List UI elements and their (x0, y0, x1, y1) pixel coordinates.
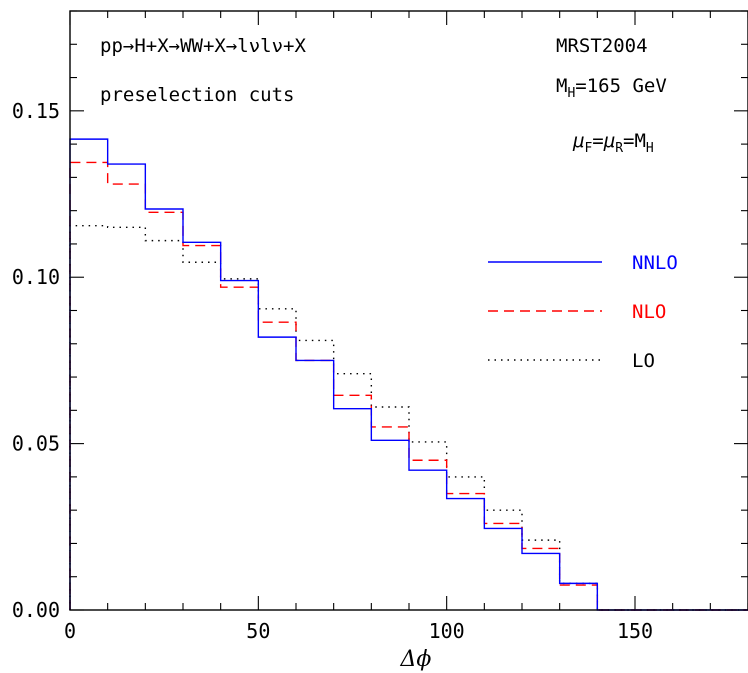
x-tick-label: 0 (64, 619, 76, 643)
y-tick-label: 0.00 (12, 598, 60, 622)
pdf-annotation: MRST2004 (556, 35, 648, 57)
series-layer (69, 138, 748, 611)
scale-annotation: μF=μR=MH (572, 130, 654, 156)
x-tick-label: 100 (429, 619, 465, 643)
series-nnlo-line (69, 138, 748, 611)
plot-frame (69, 10, 748, 611)
y-tick-labels: 0.00 0.05 0.10 0.15 (12, 99, 60, 622)
series-lo-line (69, 224, 748, 611)
x-axis-label: Δϕ (400, 647, 432, 672)
legend: NNLO NLO LO (488, 252, 678, 372)
legend-nnlo-label: NNLO (632, 252, 678, 274)
process-annotation: pp→H+X→WW+X→lνlν+X (100, 35, 306, 57)
higgs-mass-annotation: MH=165 GeV (556, 75, 667, 101)
legend-nlo-label: NLO (632, 301, 666, 323)
x-tick-label: 150 (617, 619, 653, 643)
y-tick-label: 0.15 (12, 99, 60, 123)
y-tick-label: 0.05 (12, 432, 60, 456)
legend-lo-label: LO (632, 350, 655, 372)
cuts-annotation: preselection cuts (100, 84, 294, 106)
series-nlo-line (69, 161, 748, 611)
x-tick-label: 50 (246, 619, 270, 643)
y-tick-label: 0.10 (12, 265, 60, 289)
x-tick-labels: 0 50 100 150 (64, 619, 653, 643)
